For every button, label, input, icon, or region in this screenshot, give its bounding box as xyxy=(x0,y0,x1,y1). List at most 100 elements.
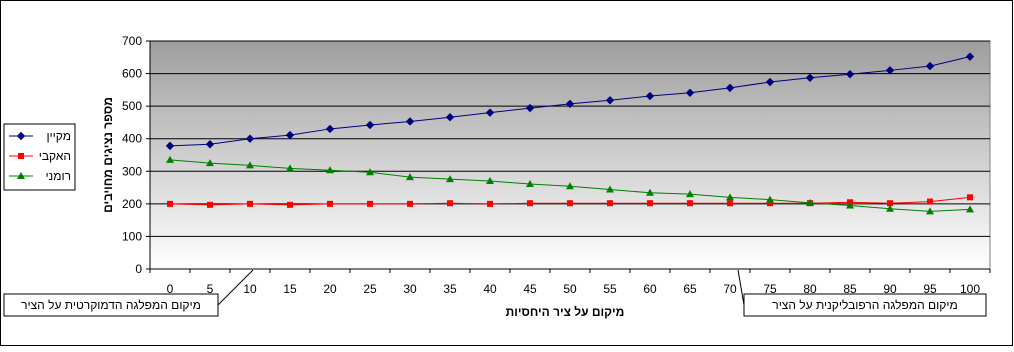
data-point-diamond xyxy=(525,103,535,113)
y-tick-label: 0 xyxy=(135,262,142,276)
x-tick-label: 40 xyxy=(483,282,497,296)
annotation-democratic-leader xyxy=(217,269,254,306)
axes: 0 100 200 300 400 500 600 700 0 5 10 15 20 25 30 35 40 45… xyxy=(122,34,991,296)
data-point-triangle xyxy=(166,155,174,163)
data-point-triangle xyxy=(246,161,254,169)
data-point-square xyxy=(327,200,333,207)
data-point-diamond xyxy=(205,140,215,149)
data-point-diamond xyxy=(165,141,175,151)
series-1 xyxy=(165,52,975,151)
x-tick-label: 80 xyxy=(803,282,817,296)
y-axis-title: מספר נציגים מחויבים xyxy=(101,97,115,213)
data-point-square xyxy=(567,200,573,207)
data-point-triangle xyxy=(446,175,454,183)
data-point-triangle xyxy=(766,195,774,203)
data-point-square xyxy=(527,200,533,207)
x-tick-label: 20 xyxy=(323,282,337,296)
y-tick-label: 400 xyxy=(122,132,142,146)
annotation-democratic-box xyxy=(3,293,219,317)
data-point-diamond xyxy=(805,73,815,83)
series-lines xyxy=(165,52,975,215)
x-tick-label: 55 xyxy=(603,282,617,296)
legend-label: רומני xyxy=(45,169,71,183)
data-point-square xyxy=(927,198,933,205)
data-point-diamond xyxy=(485,108,495,117)
y-tick-label: 200 xyxy=(122,197,142,211)
x-tick-label: 50 xyxy=(563,282,577,296)
plot-area xyxy=(149,40,991,270)
data-point-diamond xyxy=(445,113,455,122)
x-tick-label: 65 xyxy=(683,282,697,296)
data-point-diamond xyxy=(845,70,855,79)
data-point-triangle xyxy=(406,173,414,181)
data-point-square xyxy=(367,200,373,207)
annotation-republican-box xyxy=(743,293,987,317)
data-point-triangle xyxy=(926,207,934,215)
data-point-square xyxy=(767,200,773,207)
data-point-diamond xyxy=(405,117,415,126)
data-point-triangle xyxy=(286,164,294,172)
y-tick-label: 700 xyxy=(122,34,142,48)
legend-label: האקבי xyxy=(39,149,71,163)
data-point-square xyxy=(18,153,24,159)
series-3 xyxy=(166,155,974,215)
data-point-diamond xyxy=(325,124,335,134)
data-point-square xyxy=(207,201,213,208)
x-tick-label: 15 xyxy=(283,282,297,296)
data-point-square xyxy=(407,200,413,207)
data-point-triangle xyxy=(326,166,334,174)
data-point-square xyxy=(687,200,693,207)
data-point-triangle xyxy=(606,185,614,193)
x-tick-label: 10 xyxy=(243,282,257,296)
y-tick-label: 600 xyxy=(122,67,142,81)
data-point-square xyxy=(167,200,173,207)
x-tick-label: 90 xyxy=(883,282,897,296)
x-tick-label: 60 xyxy=(643,282,657,296)
data-point-diamond xyxy=(965,52,975,61)
y-tick-label: 500 xyxy=(122,99,142,113)
data-point-square xyxy=(487,200,493,207)
x-tick-label: 25 xyxy=(363,282,377,296)
data-point-triangle xyxy=(726,193,734,201)
annotation-democratic-text: מיקום המפלגה הדמוקרטית על הציר xyxy=(21,298,201,312)
data-point-triangle xyxy=(966,205,974,213)
x-tick-label: 75 xyxy=(763,282,777,296)
y-tick-label: 100 xyxy=(122,229,142,243)
data-point-square xyxy=(727,200,733,207)
data-point-diamond xyxy=(565,99,575,109)
data-point-diamond xyxy=(605,96,615,105)
data-point-triangle xyxy=(566,182,574,190)
x-tick-label: 5 xyxy=(207,282,214,296)
annotation-republican-leader xyxy=(737,269,745,306)
data-point-triangle xyxy=(526,179,534,187)
y-tick-label: 300 xyxy=(122,164,142,178)
data-point-diamond xyxy=(16,131,26,141)
data-point-diamond xyxy=(725,83,735,93)
data-point-triangle xyxy=(846,201,854,209)
x-tick-label: 85 xyxy=(843,282,857,296)
data-point-triangle xyxy=(486,177,494,185)
data-point-diamond xyxy=(645,91,655,101)
data-point-diamond xyxy=(365,120,375,130)
x-tick-label: 95 xyxy=(923,282,937,296)
x-tick-label: 30 xyxy=(403,282,417,296)
x-tick-label: 45 xyxy=(523,282,537,296)
data-point-triangle xyxy=(206,159,214,167)
data-point-square xyxy=(967,194,973,201)
data-point-triangle xyxy=(646,188,654,196)
annotation-republican-text: מיקום המפלגה הרפובליקנית על הציר xyxy=(772,298,957,312)
annotation-democratic: מיקום המפלגה הדמוקרטית על הציר xyxy=(3,269,254,317)
x-axis-title: מיקום על ציר היחסיות xyxy=(506,305,625,319)
x-tick-label: 100 xyxy=(960,282,980,296)
data-point-diamond xyxy=(685,88,695,97)
data-point-square xyxy=(447,200,453,207)
data-point-square xyxy=(607,200,613,207)
data-point-triangle xyxy=(366,168,374,176)
data-point-triangle xyxy=(17,172,25,179)
data-point-triangle xyxy=(686,190,694,198)
legend-label: מקיין xyxy=(46,129,71,143)
data-point-square xyxy=(287,201,293,208)
